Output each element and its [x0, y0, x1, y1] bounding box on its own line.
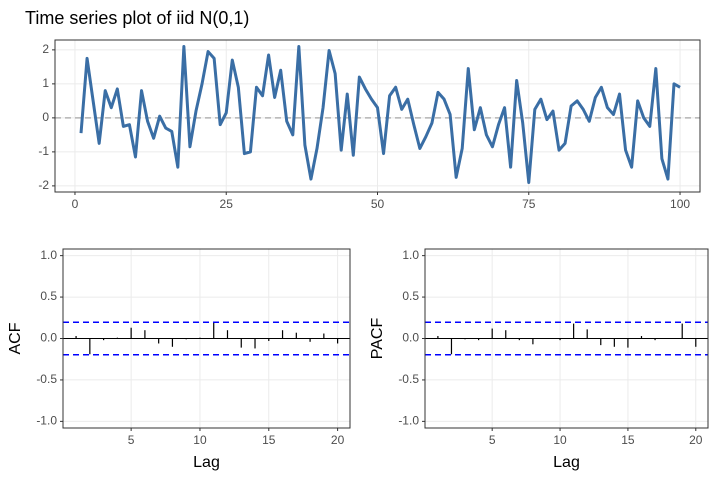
y-tick-label: 1.0 — [40, 248, 57, 262]
y-tick-label: 0 — [42, 110, 49, 124]
y-tick-label: -1 — [38, 144, 49, 158]
x-tick-label: 100 — [670, 197, 690, 211]
x-tick-label: 25 — [220, 197, 234, 211]
x-tick-label: 0 — [72, 197, 79, 211]
x-tick-label: 20 — [331, 433, 345, 447]
y-tick-label: -0.5 — [36, 372, 57, 386]
x-axis-title: Lag — [193, 454, 220, 471]
x-tick-label: 5 — [128, 433, 135, 447]
y-tick-label: 0.0 — [40, 331, 57, 345]
y-tick-label: -2 — [38, 178, 49, 192]
x-tick-label: 10 — [193, 433, 207, 447]
x-tick-label: 20 — [689, 433, 703, 447]
x-tick-label: 10 — [553, 433, 567, 447]
x-tick-label: 15 — [621, 433, 635, 447]
series-line — [79, 44, 681, 184]
y-tick-label: -1.0 — [36, 414, 57, 428]
y-tick-label: 2 — [42, 42, 49, 56]
y-tick-label: 1.0 — [402, 248, 419, 262]
x-tick-label: 75 — [522, 197, 536, 211]
y-axis-title: PACF — [369, 318, 386, 360]
y-tick-label: 1 — [42, 76, 49, 90]
y-axis-title: ACF — [7, 322, 24, 354]
panel-border — [62, 248, 351, 429]
panel-border — [54, 39, 701, 193]
x-axis-title: Lag — [553, 454, 580, 471]
y-tick-label: 0.5 — [40, 289, 57, 303]
y-tick-label: 0.5 — [402, 289, 419, 303]
x-tick-label: 50 — [371, 197, 385, 211]
x-tick-label: 5 — [489, 433, 496, 447]
y-tick-label: -0.5 — [398, 372, 419, 386]
y-tick-label: -1.0 — [398, 414, 419, 428]
chart-title: Time series plot of iid N(0,1) — [25, 8, 249, 28]
y-tick-label: 0.0 — [402, 331, 419, 345]
x-tick-label: 15 — [262, 433, 276, 447]
panel-border — [424, 248, 709, 429]
